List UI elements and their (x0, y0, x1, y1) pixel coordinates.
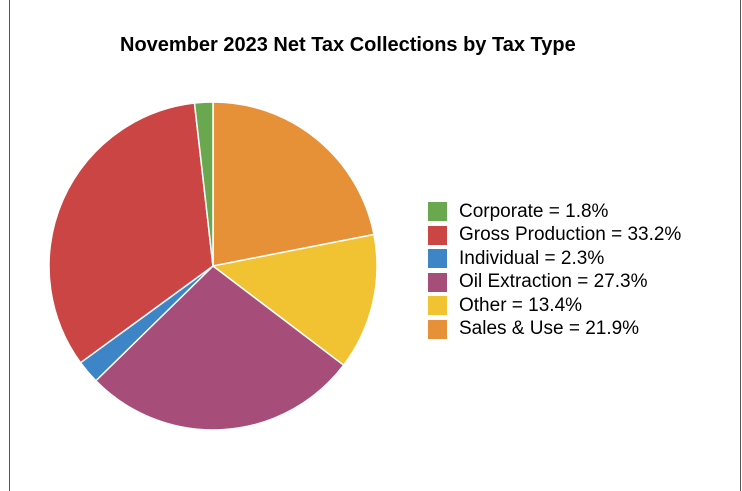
frame-left-border (9, 0, 10, 491)
legend-swatch-individual (428, 249, 447, 269)
legend-swatch-gross-production (428, 225, 447, 245)
legend-item-gross-production: Gross Production = 33.2% (428, 224, 728, 248)
legend-swatch-other (428, 296, 447, 316)
legend-swatch-oil-extraction (428, 272, 447, 292)
pie-slice-gross-production (48, 102, 214, 364)
legend-item-corporate: Corporate = 1.8% (428, 200, 728, 224)
pie-slice-sales-use (212, 101, 375, 267)
legend-item-oil-extraction: Oil Extraction = 27.3% (428, 271, 728, 295)
legend-label-other: Other = 13.4% (459, 294, 583, 316)
chart-title: November 2023 Net Tax Collections by Tax… (120, 34, 576, 56)
legend: Corporate = 1.8% Gross Production = 33.2… (428, 200, 728, 341)
frame-right-border (740, 0, 741, 491)
pie-slice-oil-extraction (95, 265, 345, 431)
legend-swatch-corporate (428, 202, 447, 222)
legend-label-gross-production: Gross Production = 33.2% (459, 224, 682, 246)
legend-label-sales-use: Sales & Use = 21.9% (459, 318, 640, 340)
legend-item-other: Other = 13.4% (428, 294, 728, 318)
pie-slice-corporate (193, 101, 214, 267)
legend-label-oil-extraction: Oil Extraction = 27.3% (459, 271, 648, 293)
legend-item-individual: Individual = 2.3% (428, 247, 728, 271)
legend-label-corporate: Corporate = 1.8% (459, 200, 609, 222)
legend-item-sales-use: Sales & Use = 21.9% (428, 318, 728, 342)
legend-swatch-sales-use (428, 319, 447, 339)
pie-slice-other (212, 233, 378, 366)
legend-label-individual: Individual = 2.3% (459, 247, 605, 269)
